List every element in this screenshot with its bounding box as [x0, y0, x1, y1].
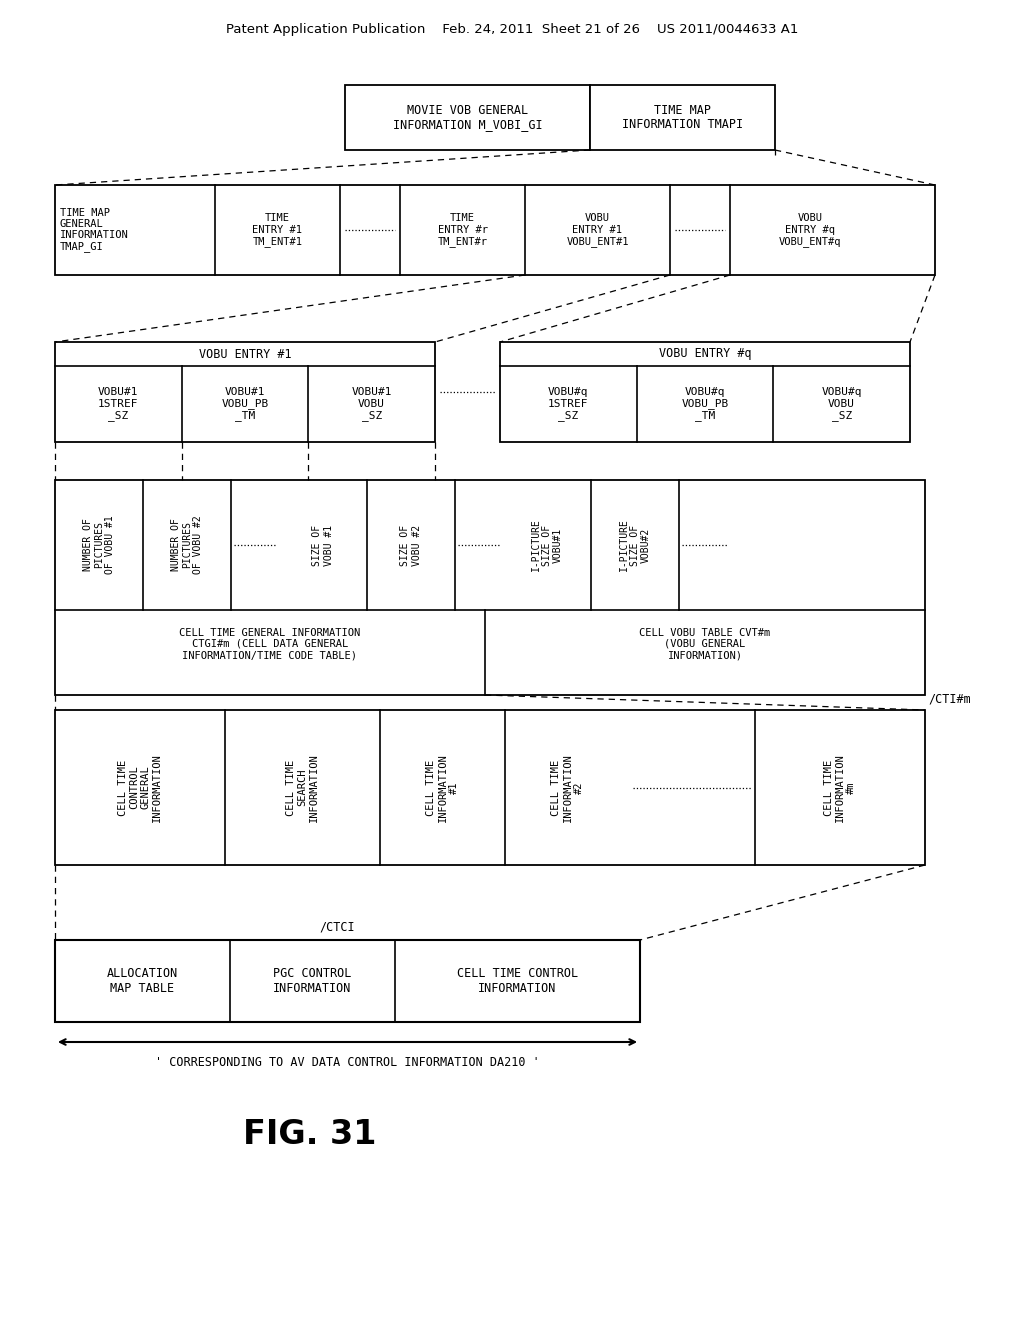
Text: /CTCI: /CTCI	[319, 921, 355, 935]
Text: VOBU ENTRY #q: VOBU ENTRY #q	[658, 347, 752, 360]
Text: CELL TIME
SEARCH
INFORMATION: CELL TIME SEARCH INFORMATION	[287, 754, 318, 822]
Text: VOBU
ENTRY #q
VOBU_ENT#q: VOBU ENTRY #q VOBU_ENT#q	[778, 214, 842, 247]
Text: TIME
ENTRY #r
TM_ENT#r: TIME ENTRY #r TM_ENT#r	[437, 214, 487, 247]
Bar	[55, 710, 925, 865]
Bar	[345, 84, 590, 150]
Text: CELL TIME GENERAL INFORMATION
CTGI#m (CELL DATA GENERAL
INFORMATION/TIME CODE TA: CELL TIME GENERAL INFORMATION CTGI#m (CE…	[179, 628, 360, 660]
Text: VOBU#1
VOBU_PB
_TM: VOBU#1 VOBU_PB _TM	[221, 387, 268, 421]
Text: ALLOCATION
MAP TABLE: ALLOCATION MAP TABLE	[106, 968, 178, 995]
Text: PGC CONTROL
INFORMATION: PGC CONTROL INFORMATION	[273, 968, 351, 995]
Text: VOBU ENTRY #1: VOBU ENTRY #1	[199, 347, 291, 360]
Bar	[55, 185, 935, 275]
Text: CELL TIME
CONTROL
GENERAL
INFORMATION: CELL TIME CONTROL GENERAL INFORMATION	[118, 754, 162, 822]
Text: Patent Application Publication    Feb. 24, 2011  Sheet 21 of 26    US 2011/00446: Patent Application Publication Feb. 24, …	[226, 24, 798, 37]
Bar	[500, 342, 910, 442]
Text: CELL TIME CONTROL
INFORMATION: CELL TIME CONTROL INFORMATION	[457, 968, 579, 995]
Text: NUMBER OF
PICTURES
OF VOBU #2: NUMBER OF PICTURES OF VOBU #2	[171, 516, 203, 574]
Text: CELL VOBU TABLE CVT#m
(VOBU GENERAL
INFORMATION): CELL VOBU TABLE CVT#m (VOBU GENERAL INFO…	[639, 628, 771, 660]
Text: I-PICTURE
SIZE OF
VOBU#1: I-PICTURE SIZE OF VOBU#1	[530, 519, 563, 572]
Text: VOBU#q
VOBU_PB
_TM: VOBU#q VOBU_PB _TM	[681, 387, 729, 421]
Text: CELL TIME
INFORMATION
#2: CELL TIME INFORMATION #2	[551, 754, 584, 822]
Text: /CTI#m: /CTI#m	[928, 692, 971, 705]
Text: MOVIE VOB GENERAL
INFORMATION M_VOBI_GI: MOVIE VOB GENERAL INFORMATION M_VOBI_GI	[392, 104, 543, 131]
Text: TIME MAP
INFORMATION TMAPI: TIME MAP INFORMATION TMAPI	[622, 104, 743, 131]
Text: NUMBER OF
PICTURES
OF VOBU #1: NUMBER OF PICTURES OF VOBU #1	[83, 516, 115, 574]
Text: TIME MAP
GENERAL
INFORMATION
TMAP_GI: TIME MAP GENERAL INFORMATION TMAP_GI	[60, 207, 129, 252]
Bar	[590, 84, 775, 150]
Text: VOBU
ENTRY #1
VOBU_ENT#1: VOBU ENTRY #1 VOBU_ENT#1	[566, 214, 629, 247]
Text: CELL TIME
INFORMATION
#m: CELL TIME INFORMATION #m	[823, 754, 856, 822]
Text: CELL TIME
INFORMATION
#1: CELL TIME INFORMATION #1	[426, 754, 459, 822]
Text: VOBU#q
1STREF
_SZ: VOBU#q 1STREF _SZ	[548, 387, 589, 421]
Text: VOBU#q
VOBU
_SZ: VOBU#q VOBU _SZ	[821, 387, 862, 421]
Bar	[55, 480, 925, 696]
Bar	[55, 342, 435, 442]
Text: TIME
ENTRY #1
TM_ENT#1: TIME ENTRY #1 TM_ENT#1	[253, 214, 302, 247]
Text: ' CORRESPONDING TO AV DATA CONTROL INFORMATION DA210 ': ' CORRESPONDING TO AV DATA CONTROL INFOR…	[155, 1056, 540, 1068]
Text: FIG. 31: FIG. 31	[244, 1118, 377, 1151]
Text: I-PICTURE
SIZE OF
VOBU#2: I-PICTURE SIZE OF VOBU#2	[618, 519, 651, 572]
Text: SIZE OF
VOBU #1: SIZE OF VOBU #1	[312, 524, 334, 565]
Text: VOBU#1
VOBU
_SZ: VOBU#1 VOBU _SZ	[351, 387, 392, 421]
Text: VOBU#1
1STREF
_SZ: VOBU#1 1STREF _SZ	[98, 387, 138, 421]
Text: SIZE OF
VOBU #2: SIZE OF VOBU #2	[400, 524, 422, 565]
Bar	[55, 940, 640, 1022]
